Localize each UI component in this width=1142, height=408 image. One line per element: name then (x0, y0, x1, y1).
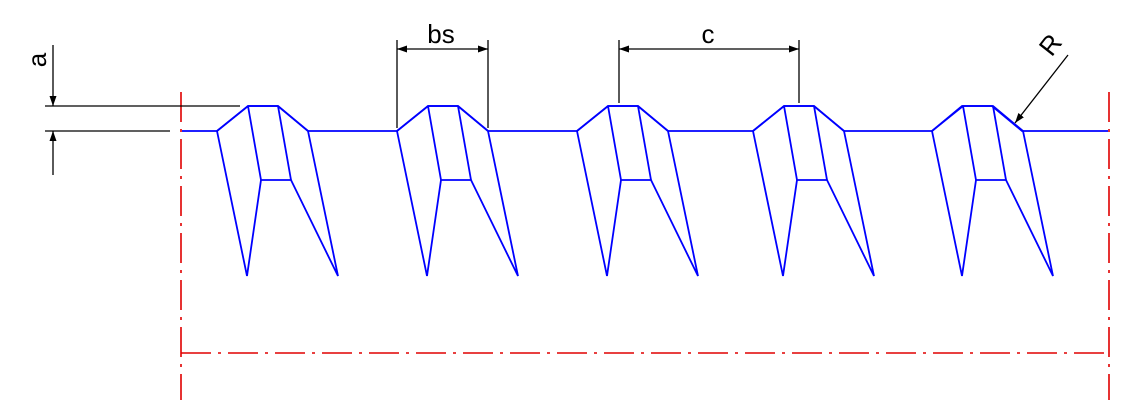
dimension-r (1014, 54, 1069, 124)
dimension-c (618, 40, 800, 103)
dimension-c-label: c (702, 19, 715, 49)
dimension-bs (396, 40, 489, 128)
tooth-inner-edge (813, 105, 828, 181)
tooth-inner-edge (277, 105, 292, 181)
tooth-inner-edge (992, 105, 1007, 181)
dimension-a (45, 45, 240, 175)
dimension-bs-label: bs (427, 19, 454, 49)
dimension-r-label: R (1033, 28, 1068, 61)
baseline (182, 105, 1108, 132)
profile (182, 105, 1108, 277)
tooth-inner-edge (457, 105, 472, 181)
dimension-a-label: a (22, 52, 52, 67)
tooth-inner-edge (637, 105, 652, 181)
r-leader-arrow (1014, 54, 1069, 124)
centerlines (180, 92, 1110, 400)
